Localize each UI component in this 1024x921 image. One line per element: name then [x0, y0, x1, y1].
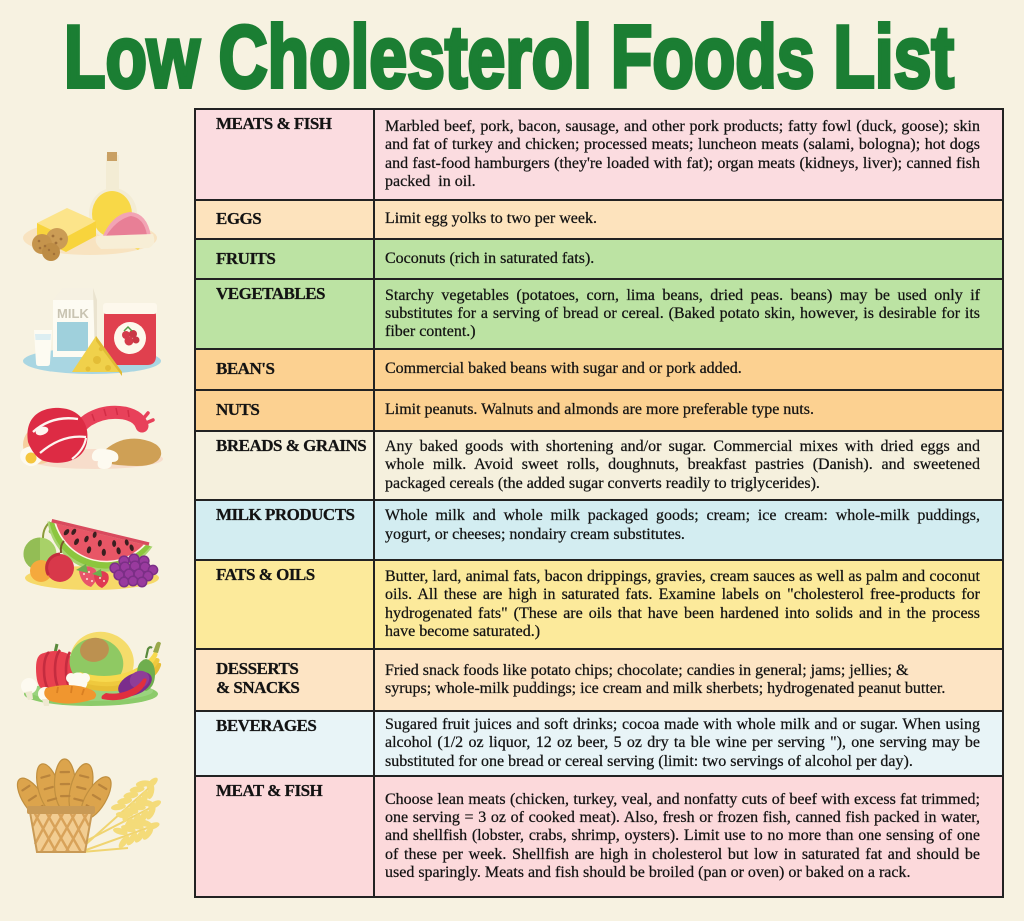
svg-text:MILK: MILK: [57, 306, 89, 321]
svg-text:Low Cholesterol Foods List: Low Cholesterol Foods List: [64, 7, 954, 100]
